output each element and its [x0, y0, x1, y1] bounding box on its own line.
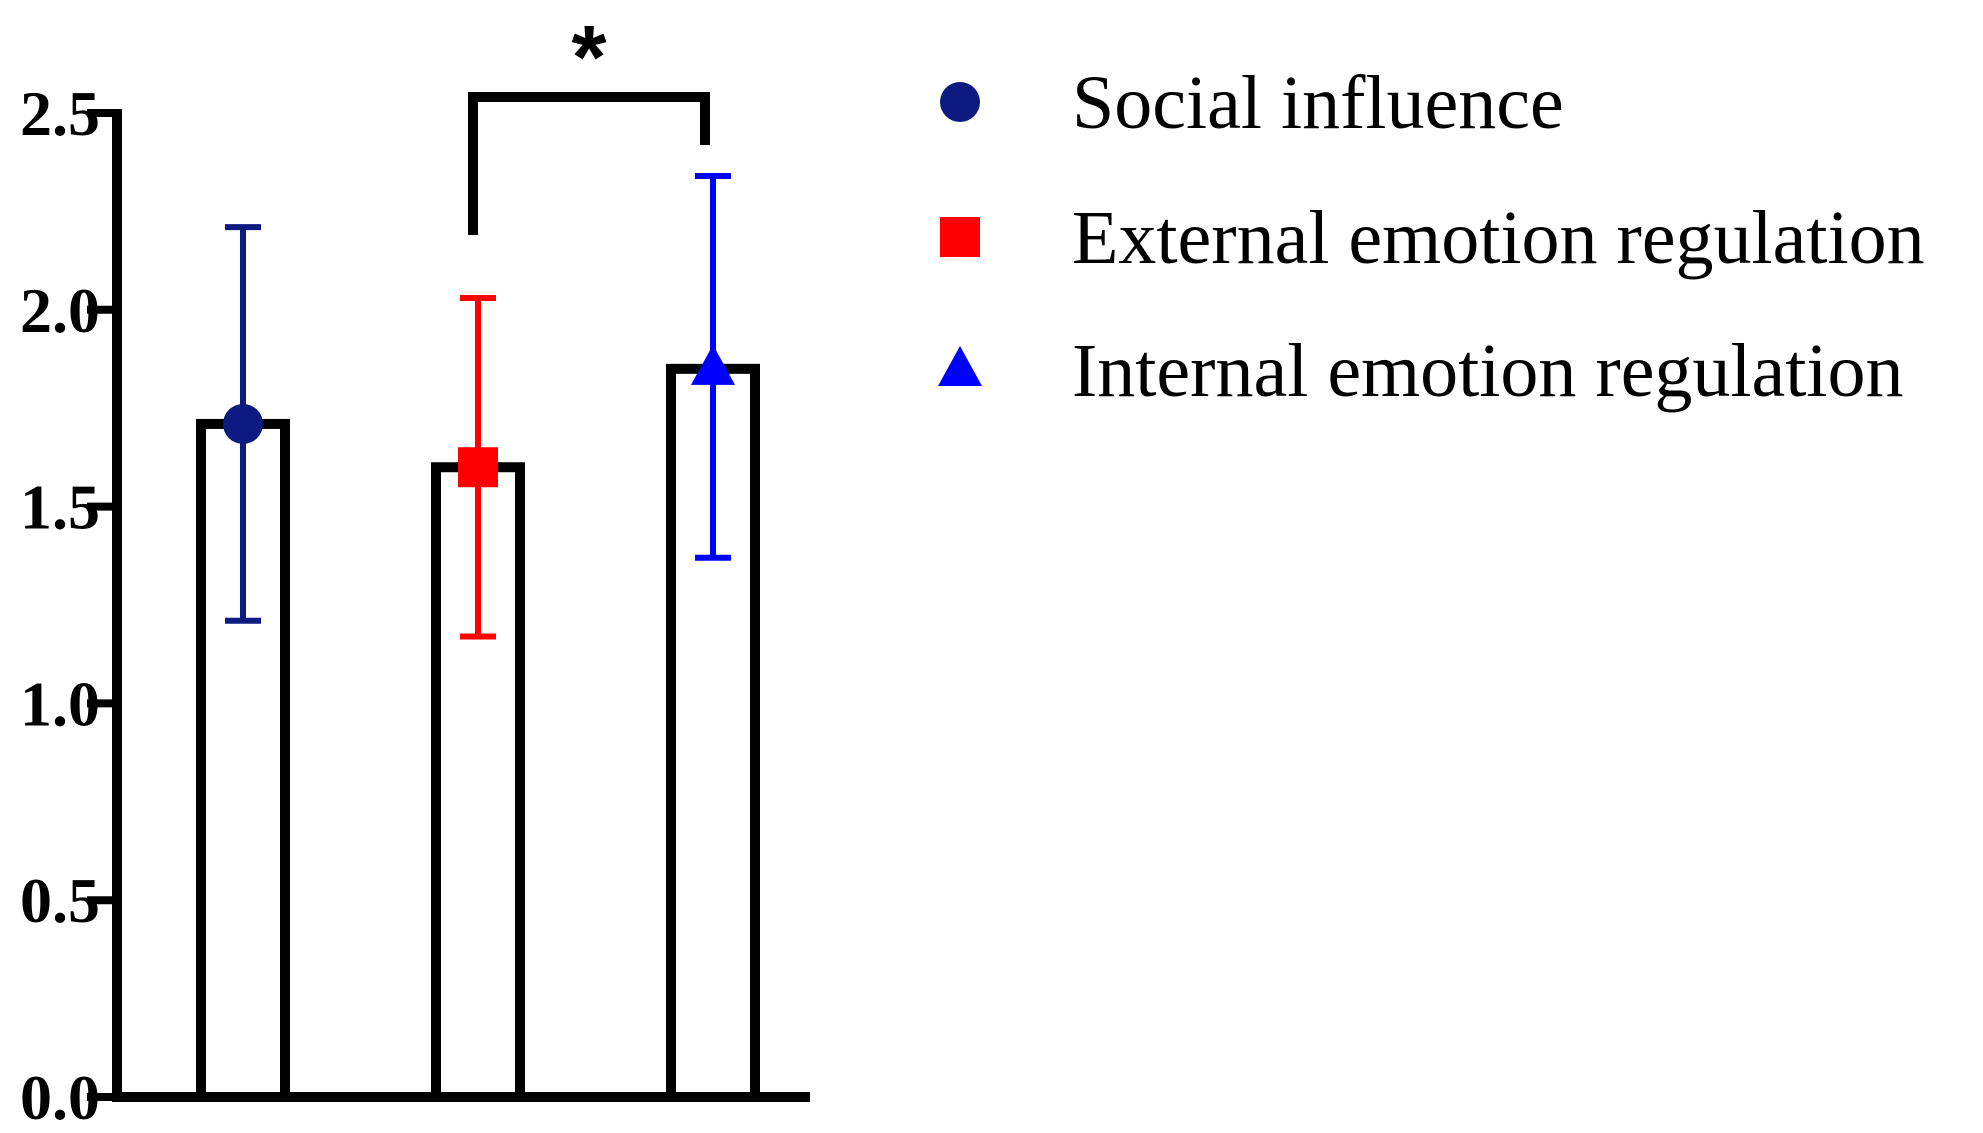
legend-item-external-emotion-regulation: External emotion regulation: [940, 196, 1925, 280]
legend-item-internal-emotion-regulation: Internal emotion regulation: [938, 329, 1904, 413]
significance-bracket-line: [468, 92, 710, 235]
legend-label: External emotion regulation: [1072, 196, 1925, 280]
legend: Social influence External emotion regula…: [938, 61, 1925, 413]
y-axis: 0.0 0.5 1.0 1.5 2.0 2.5: [20, 78, 810, 1133]
legend-label: Internal emotion regulation: [1072, 329, 1904, 413]
significance-bracket: *: [468, 8, 710, 235]
y-tick-label: 0.0: [20, 1062, 100, 1133]
y-tick-label: 0.5: [20, 865, 100, 936]
square-marker: [458, 447, 498, 488]
y-tick-label: 2.0: [20, 275, 100, 346]
legend-triangle-marker: [938, 346, 982, 386]
y-tick-label: 1.0: [20, 668, 100, 739]
legend-circle-marker: [940, 82, 980, 122]
y-tick-label: 1.5: [20, 472, 100, 543]
circle-marker: [223, 403, 263, 444]
legend-item-social-influence: Social influence: [940, 61, 1564, 145]
legend-square-marker: [940, 217, 980, 257]
markers: [223, 344, 735, 488]
error-bars: [225, 172, 731, 640]
triangle-marker: [691, 344, 735, 385]
legend-label: Social influence: [1072, 61, 1564, 145]
significance-label: *: [571, 8, 606, 108]
y-tick-label: 2.5: [20, 78, 100, 149]
